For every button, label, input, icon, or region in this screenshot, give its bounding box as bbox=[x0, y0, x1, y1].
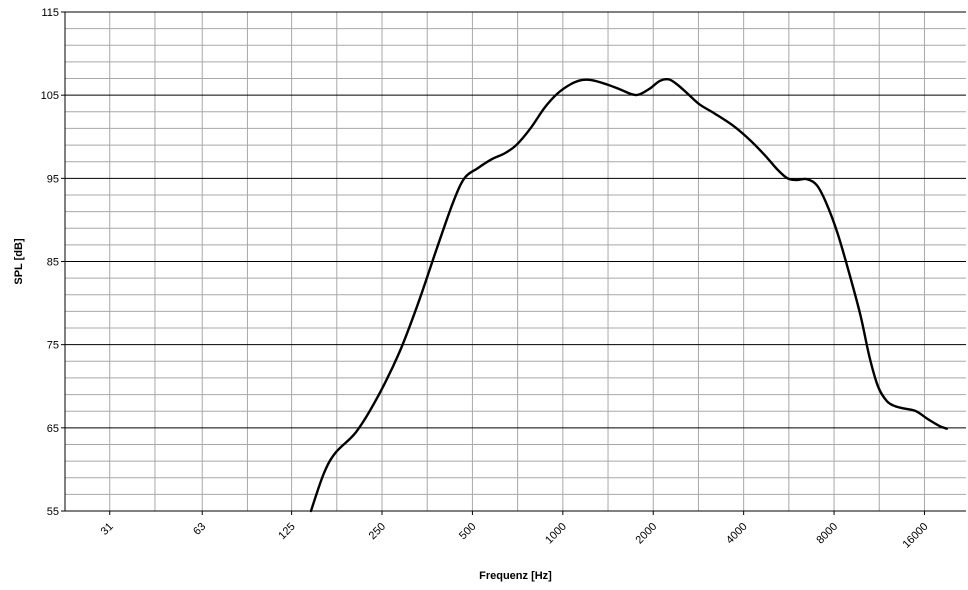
major-grid bbox=[65, 11, 966, 512]
x-tick-label: 2000 bbox=[634, 521, 660, 547]
x-tick-labels: 31 63 125 250 500 1000 2000 4000 8000 16000 bbox=[99, 521, 931, 551]
x-tick-label: 4000 bbox=[724, 521, 750, 547]
x-tick-label: 125 bbox=[276, 521, 297, 542]
y-tick-label: 55 bbox=[47, 506, 59, 518]
series-layer bbox=[309, 77, 949, 513]
x-axis-title: Frequenz [Hz] bbox=[479, 570, 552, 582]
y-tick-labels: 55 65 75 85 95 105 115 bbox=[41, 7, 59, 518]
y-tick-label: 115 bbox=[41, 7, 59, 19]
x-tick-label: 500 bbox=[457, 521, 478, 542]
axes bbox=[61, 11, 966, 515]
x-tick-label: 63 bbox=[191, 521, 208, 538]
x-tick-label: 250 bbox=[367, 521, 388, 542]
y-tick-label: 75 bbox=[47, 340, 59, 352]
y-axis-title: SPL [dB] bbox=[13, 238, 25, 285]
y-tick-label: 105 bbox=[41, 90, 59, 102]
x-tick-label: 16000 bbox=[900, 521, 930, 551]
x-tick-label: 1000 bbox=[543, 521, 569, 547]
y-tick-label: 95 bbox=[47, 173, 59, 185]
spl-response-line bbox=[309, 77, 949, 513]
x-tick-label: 31 bbox=[99, 521, 116, 538]
x-tick-label: 8000 bbox=[814, 521, 840, 547]
y-tick-label: 65 bbox=[47, 423, 59, 435]
y-tick-label: 85 bbox=[47, 257, 59, 269]
